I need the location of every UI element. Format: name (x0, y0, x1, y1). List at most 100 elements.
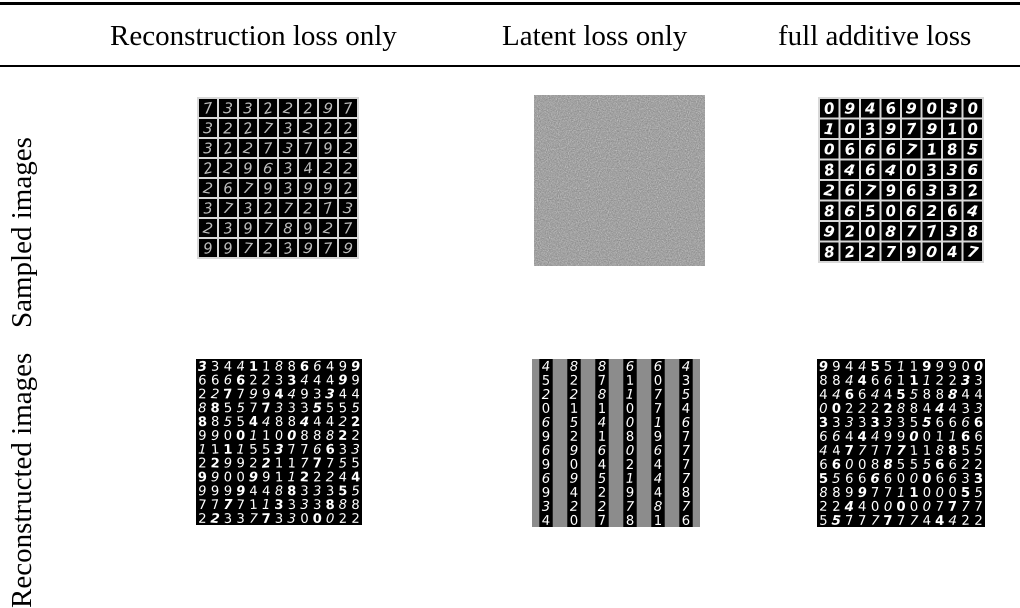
sampled-reconstruction-digit: 7 (262, 120, 275, 138)
reconstructed-reconstruction-digit: 3 (287, 401, 296, 416)
header-rule (0, 65, 1020, 67)
reconstructed-latent-digit: 0 (654, 374, 663, 389)
top-rule (0, 2, 1020, 5)
reconstructed-latent-digit: 8 (653, 500, 662, 515)
reconstructed-reconstruction-digit: 1 (223, 443, 232, 458)
sampled-full-digit: 9 (844, 99, 856, 118)
sampled-reconstruction-digit: 7 (202, 100, 214, 118)
reconstructed-full-digit: 2 (845, 402, 854, 418)
reconstructed-reconstruction-digit: 8 (339, 498, 347, 513)
reconstructed-latent-digit: 9 (570, 444, 578, 459)
sampled-full-digit: 0 (925, 242, 938, 261)
sampled-reconstruction-digit: 7 (263, 140, 274, 158)
sampled-reconstruction-digit: 9 (323, 180, 332, 197)
reconstructed-reconstruction-digit: 3 (287, 512, 296, 525)
reconstructed-full-digit: 0 (948, 486, 957, 501)
reconstructed-full-digit: 0 (973, 359, 983, 375)
reconstructed-full-digit: 4 (845, 360, 854, 375)
reconstructed-full-digit: 3 (974, 402, 983, 417)
reconstructed-reconstruction-digit: 6 (325, 442, 335, 458)
reconstructed-full-digit: 6 (870, 472, 880, 487)
reconstructed-reconstruction-digit: 1 (287, 470, 296, 485)
reconstructed-latent-digit: 8 (570, 360, 579, 375)
reconstructed-latent-digit: 1 (570, 402, 579, 417)
reconstructed-reconstruction-digit: 5 (236, 415, 245, 430)
reconstructed-latent-digit: 6 (541, 472, 550, 487)
sampled-reconstruction-digit: 2 (242, 120, 255, 139)
reconstructed-latent-digit: 6 (653, 444, 662, 459)
reconstructed-full-digit: 3 (858, 416, 867, 431)
reconstructed-full-digit: 7 (948, 500, 958, 515)
sampled-full-digit: 9 (884, 119, 897, 138)
reconstructed-latent-digit: 4 (654, 458, 663, 473)
sampled-reconstruction-digit: 3 (283, 120, 294, 138)
reconstructed-reconstruction-digit: 2 (326, 470, 335, 485)
sampled-full-digit: 2 (926, 202, 937, 220)
sampled-full-digit: 5 (864, 202, 876, 221)
reconstructed-full-digit: 8 (819, 374, 828, 389)
sampled-full-digit: 0 (926, 99, 938, 118)
reconstructed-full-digit: 9 (896, 430, 905, 446)
reconstructed-reconstruction-digit: 2 (210, 512, 220, 525)
sampled-reconstruction-digit: 2 (223, 120, 232, 137)
sampled-reconstruction-digit: 3 (282, 240, 295, 259)
reconstructed-full-digit: 7 (871, 486, 880, 501)
reconstructed-reconstruction-digit: 8 (211, 415, 219, 430)
sampled-full-digit: 2 (844, 222, 856, 241)
reconstructed-reconstruction-digit: 8 (313, 429, 322, 445)
reconstructed-latent-digit: 1 (625, 388, 634, 403)
reconstructed-reconstruction-digit: 8 (210, 401, 220, 416)
reconstructed-latent-digit: 0 (626, 416, 635, 431)
reconstructed-reconstruction-digit: 0 (325, 512, 334, 525)
sampled-full-digit: 8 (885, 222, 897, 241)
reconstructed-full-digit: 4 (974, 388, 983, 403)
sampled-reconstruction-digit: 7 (243, 240, 254, 258)
reconstructed-full-digit: 7 (845, 444, 855, 459)
sampled-full-digit: 3 (946, 161, 958, 180)
reconstructed-latent-digit: 5 (541, 374, 550, 389)
reconstructed-full-digit: 7 (858, 444, 868, 459)
reconstructed-reconstruction-digit: 3 (275, 512, 284, 525)
sampled-full-digit: 7 (885, 243, 896, 261)
reconstructed-full-digit: 4 (884, 388, 893, 403)
reconstructed-reconstruction-digit: 3 (274, 498, 284, 513)
reconstructed-reconstruction-digit: 8 (197, 415, 207, 430)
reconstructed-reconstruction-digit: 2 (338, 429, 347, 444)
sampled-full-digit: 9 (904, 242, 918, 262)
reconstructed-full-digit: 6 (974, 416, 984, 431)
sampled-full-digit: 0 (823, 99, 836, 118)
sampled-reconstruction-digit: 3 (223, 220, 234, 238)
reconstructed-full-digit: 0 (831, 402, 841, 417)
reconstructed-reconstruction-digit: 7 (261, 401, 271, 417)
reconstructed-reconstruction-digit: 0 (274, 429, 283, 445)
reconstructed-latent-digit: 9 (542, 430, 551, 445)
reconstructed-full-digit: 5 (884, 360, 893, 375)
reconstructed-reconstruction-digit: 2 (198, 456, 206, 471)
reconstructed-full-digit: 5 (896, 388, 906, 403)
reconstructed-full-digit: 9 (922, 360, 932, 375)
sampled-full-digit: 0 (966, 120, 979, 139)
reconstructed-reconstruction-digit: 9 (351, 373, 360, 388)
reconstructed-full-digit: 1 (896, 360, 905, 376)
reconstructed-reconstruction-digit: 6 (300, 359, 310, 374)
reconstructed-full-digit: 9 (948, 360, 957, 375)
sampled-reconstruction-digit: 9 (263, 180, 274, 198)
reconstructed-full-digit: 1 (948, 430, 957, 445)
sampled-full-digit: 4 (965, 201, 979, 221)
reconstructed-full-digit: 7 (884, 444, 893, 459)
sampled-full-digit: 2 (966, 181, 980, 201)
latent-digit-column (651, 359, 665, 527)
sampled-reconstruction-digit: 3 (203, 140, 212, 157)
reconstructed-reconstruction-digit: 9 (198, 470, 208, 485)
column-header-reconstruction-loss: Reconstruction loss only (110, 20, 397, 52)
reconstructed-full-digit: 6 (935, 416, 944, 431)
reconstructed-full-digit: 1 (909, 374, 919, 389)
reconstructed-reconstruction-digit: 1 (249, 498, 258, 513)
sampled-full-digit: 0 (967, 99, 979, 118)
sampled-reconstruction-digit: 2 (303, 200, 312, 217)
reconstructed-latent-digit: 7 (626, 500, 635, 515)
reconstructed-latent-digit: 6 (542, 444, 551, 459)
reconstructed-reconstruction-digit: 4 (313, 415, 322, 430)
sampled-full-digit: 0 (824, 141, 835, 159)
sampled-reconstruction-digit: 3 (203, 120, 214, 138)
